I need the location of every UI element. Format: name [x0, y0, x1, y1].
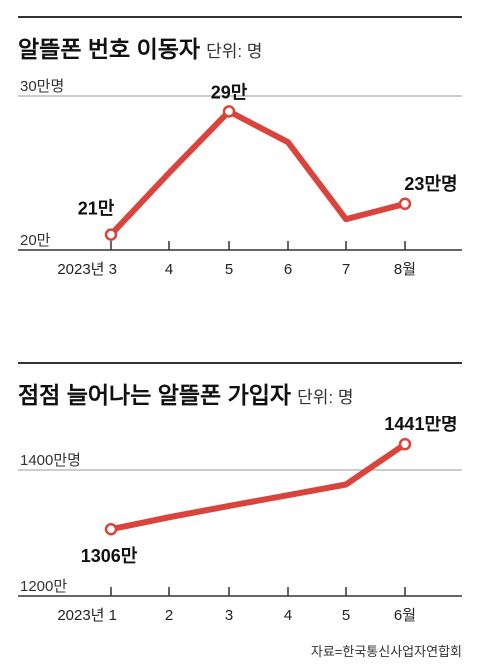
- chart1-point-marker: [104, 228, 118, 241]
- chart1-data-label: 29만: [211, 82, 248, 102]
- chart2-unit: 단위: 명: [297, 388, 354, 407]
- chart1-data-label: 23만명: [404, 174, 457, 194]
- chart2-ytick-label: 1200만: [20, 578, 67, 595]
- chart2-xtick-label: 5: [342, 607, 350, 624]
- chart1-point-marker: [398, 197, 412, 211]
- chart2-xtick-label: 2023년 1: [57, 607, 117, 624]
- chart2-ytick-label: 1400만명: [20, 452, 81, 469]
- chart1-xtick-label: 4: [165, 261, 173, 278]
- chart1-unit: 단위: 명: [206, 42, 263, 61]
- chart2-xtick-label: 2: [165, 607, 173, 624]
- chart1-ytick-label: 30만명: [20, 78, 64, 95]
- chart2-title-text: 점점 늘어나는 알뜰폰 가입자: [18, 382, 292, 408]
- chart2-series-line: [108, 441, 408, 533]
- chart1-title-text: 알뜰폰 번호 이동자: [18, 36, 201, 62]
- chart2-point-marker: [398, 437, 412, 451]
- top-rule-2: [18, 362, 462, 364]
- chart1-xtick-label: 7: [342, 261, 350, 278]
- chart2-point-marker: [104, 522, 118, 536]
- chart2-xtick-label: 4: [284, 607, 292, 624]
- chart1-data-label: 21만: [78, 199, 115, 219]
- source-note: 자료=한국통신사업자연합회: [310, 644, 462, 659]
- chart2-data-label: 1441만명: [384, 416, 457, 434]
- chart2-xtick-label: 3: [225, 607, 233, 624]
- top-rule-1: [18, 16, 462, 18]
- chart1-xtick-label: 8월: [394, 261, 416, 278]
- chart1-xtick-label: 5: [225, 261, 233, 278]
- chart1-title: 알뜰폰 번호 이동자 단위: 명: [18, 30, 262, 64]
- chart2-xtick-label: 6월: [394, 607, 416, 624]
- chart1-xtick-label: 6: [284, 261, 292, 278]
- chart2-plot: 1400만명 1200만 2023년 1 2 3 4 5 6월 1306만 1441만명: [18, 416, 462, 624]
- chart2-data-label: 1306만: [81, 546, 138, 566]
- chart1-point-marker: [222, 105, 236, 118]
- chart1-plot: 30만명 20만 2023년 3 4 5 6 7 8월 21만 29만 23만명: [18, 78, 462, 278]
- chart1-series-line: [108, 108, 408, 238]
- chart1-ytick-label: 20만: [20, 232, 51, 249]
- chart1-xtick-label: 2023년 3: [57, 261, 117, 278]
- chart2-title: 점점 늘어나는 알뜰폰 가입자 단위: 명: [18, 376, 353, 410]
